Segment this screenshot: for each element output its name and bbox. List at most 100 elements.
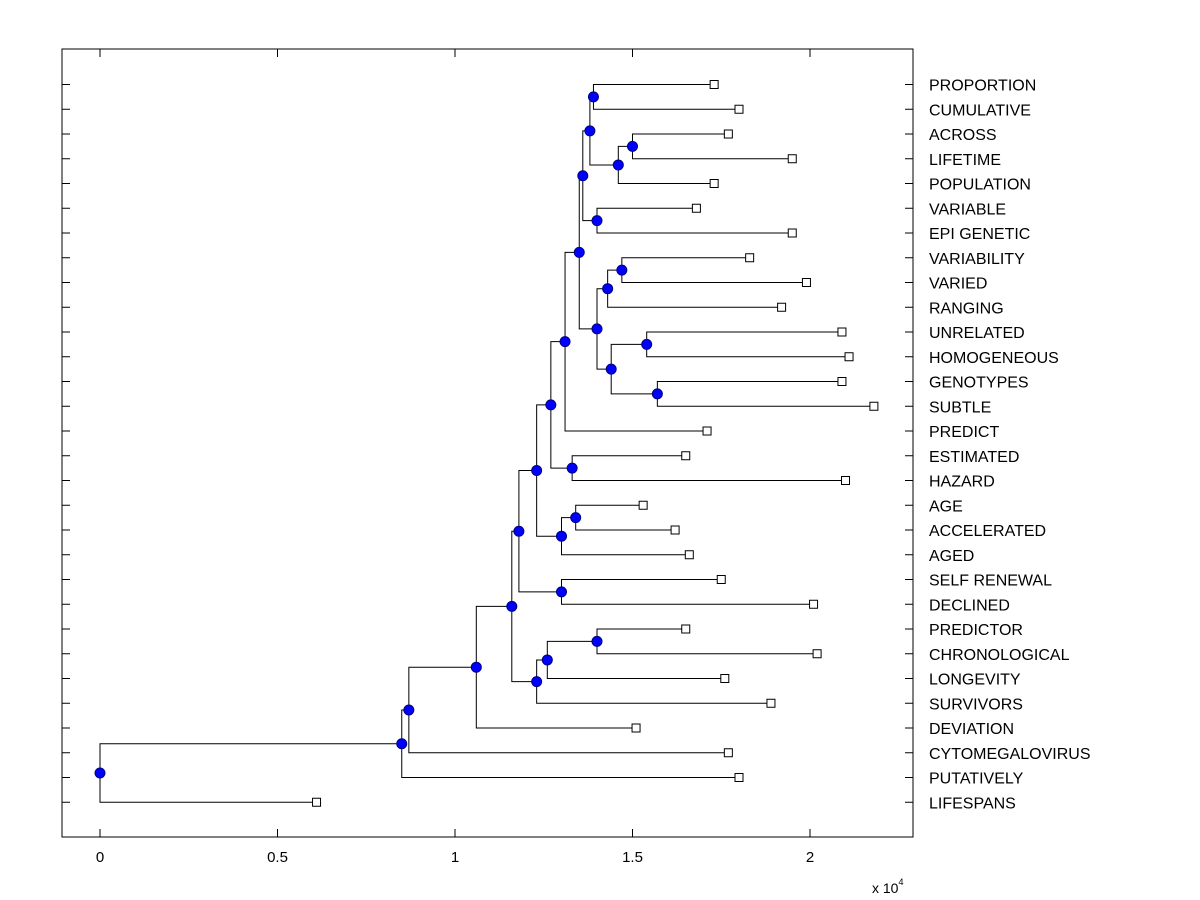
leaf-marker xyxy=(638,500,648,510)
leaf-marker xyxy=(684,550,694,560)
leaf-label: PREDICT xyxy=(929,424,999,441)
leaf-label: SURVIVORS xyxy=(929,696,1023,713)
leaf-label: VARIABLE xyxy=(929,201,1006,218)
leaf-label: RANGING xyxy=(929,300,1004,317)
leaf-marker xyxy=(777,302,787,312)
internal-node-marker xyxy=(403,704,415,716)
leaf-marker xyxy=(837,327,847,337)
internal-node-marker xyxy=(577,170,589,182)
leaf-label: EPI GENETIC xyxy=(929,226,1030,243)
leaf-label: HAZARD xyxy=(929,474,995,491)
leaf-label: VARIED xyxy=(929,276,987,293)
leaf-marker xyxy=(691,203,701,213)
leaf-marker xyxy=(869,401,879,411)
x-tick-label: 1.5 xyxy=(622,849,643,866)
internal-node-marker xyxy=(602,283,614,295)
internal-node-marker xyxy=(566,462,578,474)
leaf-marker xyxy=(766,698,776,708)
internal-node-marker xyxy=(587,91,599,103)
x-tick-label: 1 xyxy=(451,849,459,866)
leaf-label: PUTATIVELY xyxy=(929,771,1024,788)
plot-area xyxy=(61,48,914,838)
internal-node-marker xyxy=(396,738,408,750)
leaf-label: UNRELATED xyxy=(929,325,1025,342)
leaf-label: CHRONOLOGICAL xyxy=(929,647,1070,664)
leaf-label: PREDICTOR xyxy=(929,622,1023,639)
leaf-marker xyxy=(631,723,641,733)
leaf-marker xyxy=(681,624,691,634)
leaf-label: PROPORTION xyxy=(929,78,1036,95)
leaf-label: ESTIMATED xyxy=(929,449,1019,466)
internal-node-marker xyxy=(641,338,653,350)
internal-node-marker xyxy=(531,676,543,688)
internal-node-marker xyxy=(556,530,567,542)
internal-node-marker xyxy=(513,525,525,537)
leaf-label: LONGEVITY xyxy=(929,672,1021,689)
leaf-marker xyxy=(716,575,726,584)
internal-node-marker xyxy=(627,140,638,152)
x-axis-ticks: 0 0.5 1 1.5 2 xyxy=(96,49,814,866)
leaf-marker xyxy=(312,797,322,807)
leaf-marker xyxy=(841,476,850,485)
leaf-marker xyxy=(723,748,733,758)
leaf-marker xyxy=(681,451,691,461)
internal-node-marker xyxy=(541,654,553,666)
internal-node-marker xyxy=(591,215,603,227)
internal-node-marker xyxy=(605,363,617,375)
leaf-marker xyxy=(709,80,719,89)
internal-node-marker xyxy=(591,323,603,335)
leaf-marker xyxy=(801,278,811,287)
leaf-marker xyxy=(844,352,854,362)
internal-node-marker xyxy=(556,586,567,598)
internal-node-marker xyxy=(570,512,582,524)
leaf-label: SUBTLE xyxy=(929,399,991,416)
leaf-marker xyxy=(745,253,755,263)
x-tick-label: 0.5 xyxy=(267,849,288,866)
leaf-label: CYTOMEGALOVIRUS xyxy=(929,746,1091,763)
leaf-label: ACROSS xyxy=(929,127,997,144)
internal-node-marker xyxy=(591,635,603,647)
leaf-marker xyxy=(812,649,822,659)
leaf-markers xyxy=(312,80,879,807)
leaf-marker xyxy=(734,104,744,114)
leaf-label: AGE xyxy=(929,498,963,515)
internal-node-marker xyxy=(612,159,624,171)
internal-node-marker xyxy=(559,336,571,348)
leaf-label: POPULATION xyxy=(929,177,1031,194)
internal-node-markers xyxy=(94,91,663,779)
leaf-label: SELF RENEWAL xyxy=(929,573,1052,590)
leaf-label: LIFETIME xyxy=(929,152,1001,169)
leaf-marker xyxy=(787,154,797,164)
leaf-marker xyxy=(837,377,847,386)
leaf-label: GENOTYPES xyxy=(929,375,1029,392)
leaf-marker xyxy=(702,426,712,436)
internal-node-marker xyxy=(545,399,557,411)
leaf-label: LIFESPANS xyxy=(929,795,1016,812)
x-tick-label: 2 xyxy=(806,849,814,866)
leaf-label: VARIABILITY xyxy=(929,251,1025,268)
leaf-marker xyxy=(720,674,730,683)
leaf-marker xyxy=(723,129,733,139)
leaf-label: AGED xyxy=(929,548,974,565)
leaf-labels: PROPORTION CUMULATIVE ACROSS LIFETIME POPULA… xyxy=(929,78,1091,813)
leaf-label: ACCELERATED xyxy=(929,523,1046,540)
leaf-marker xyxy=(809,599,819,609)
leaf-label: DEVIATION xyxy=(929,721,1014,738)
internal-node-marker xyxy=(506,600,518,612)
internal-node-marker xyxy=(470,661,482,673)
leaf-marker xyxy=(787,228,797,238)
leaf-marker xyxy=(670,525,680,535)
leaf-marker xyxy=(734,773,744,782)
y-axis-ticks xyxy=(62,84,913,803)
internal-node-marker xyxy=(94,767,106,779)
internal-node-marker xyxy=(651,388,663,400)
leaf-label: HOMOGENEOUS xyxy=(929,350,1059,367)
leaf-label: DECLINED xyxy=(929,597,1010,614)
leaf-label: CUMULATIVE xyxy=(929,102,1031,119)
internal-node-marker xyxy=(531,465,543,477)
internal-node-marker xyxy=(573,246,585,258)
internal-node-marker xyxy=(616,264,628,276)
leaf-marker xyxy=(709,179,719,188)
x-tick-label: 0 xyxy=(96,849,104,866)
